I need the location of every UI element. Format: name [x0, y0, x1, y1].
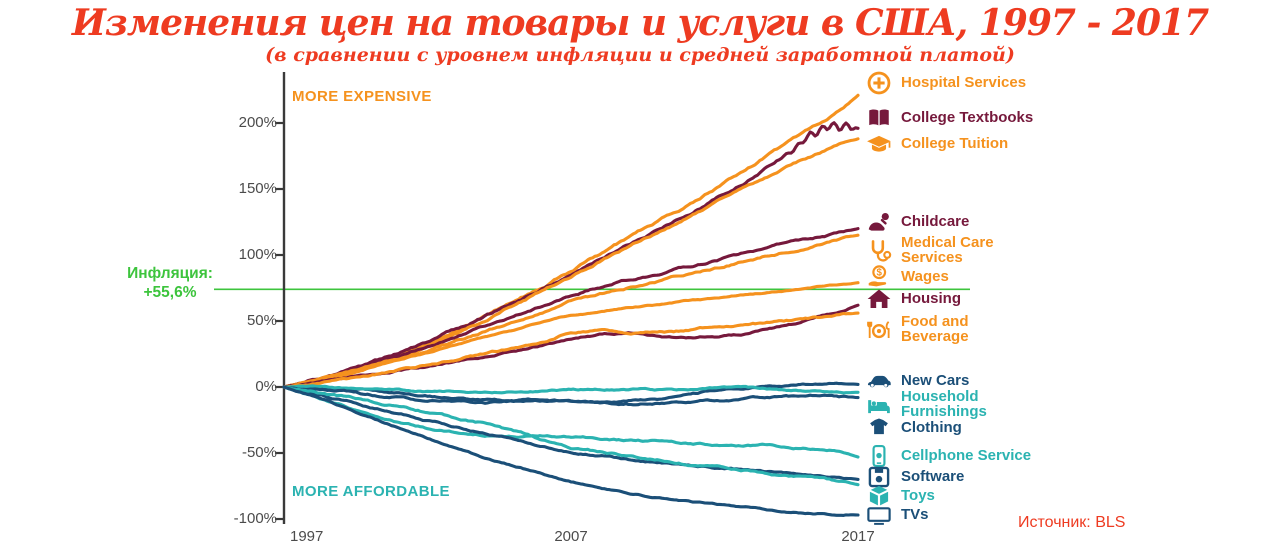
y-tick-label-150-: 150% [238, 180, 277, 197]
legend-item-medical-care-services: Medical Care Services [866, 234, 994, 266]
more-expensive-label: MORE EXPENSIVE [292, 88, 432, 105]
food-icon [866, 317, 892, 343]
tv-icon [866, 502, 892, 528]
series-line-clothing [282, 385, 860, 407]
legend-item-college-textbooks: College Textbooks [866, 105, 1033, 131]
legend-label-household-furnishings: Household Furnishings [901, 388, 987, 420]
chart-title: Изменения цен на товары и услуги в США, … [71, 2, 1209, 44]
legend-item-hospital-services: Hospital Services [866, 70, 1026, 96]
legend-label-childcare: Childcare [901, 212, 970, 230]
legend-item-clothing: Clothing [866, 415, 962, 441]
legend-label-hospital-services: Hospital Services [901, 73, 1027, 91]
legend-item-new-cars: New Cars [866, 368, 969, 394]
inflation-label: Инфляция: [127, 265, 213, 282]
chart-subtitle: (в сравнении с уровнем инфляции и средне… [265, 44, 1015, 66]
y-tick-label-200-: 200% [238, 114, 277, 131]
y-tick-label-0-: 0% [255, 378, 277, 395]
y-tick-label-50-: 50% [246, 312, 277, 329]
legend-item-college-tuition: College Tuition [866, 131, 1008, 157]
bed-icon [866, 392, 892, 418]
legend-label-college-tuition: College Tuition [901, 134, 1009, 152]
y-tick-label--50-: -50% [241, 444, 277, 461]
inflation-annotation: Инфляция: +55,6% [118, 264, 222, 302]
legend-label-cellphone-service: Cellphone Service [901, 446, 1032, 464]
legend-item-household-furnishings: Household Furnishings [866, 388, 987, 420]
series-line-food-and-beverage [282, 311, 860, 389]
coin-hand-icon: $ [866, 264, 892, 290]
stethoscope-icon [866, 238, 892, 264]
cellphone-icon [866, 443, 892, 469]
legend-label-new-cars: New Cars [901, 371, 970, 389]
legend-item-cellphone-service: Cellphone Service [866, 443, 1031, 469]
house-icon [866, 286, 892, 312]
legend-item-housing: Housing [866, 286, 961, 312]
series-line-household-furnishings [282, 384, 860, 395]
legend-item-toys: Toys [866, 483, 935, 509]
legend-item-wages: $ Wages [866, 264, 949, 290]
y-tick-label-100-: 100% [238, 246, 277, 263]
svg-text:$: $ [876, 268, 882, 279]
baby-icon [866, 209, 892, 235]
series-line-hospital-services [282, 93, 860, 389]
legend-label-toys: Toys [901, 486, 935, 504]
legend-label-tvs: TVs [901, 505, 929, 523]
car-icon [866, 368, 892, 394]
more-affordable-label: MORE AFFORDABLE [292, 483, 450, 500]
x-tick-label-1997: 1997 [290, 528, 324, 545]
legend-item-food-and-beverage: Food and Beverage [866, 313, 969, 345]
graduation-cap-icon [866, 131, 892, 157]
series-line-cellphone-service [282, 385, 860, 459]
series-line-wages [282, 281, 860, 389]
source-label: Источник: BLS [1018, 514, 1126, 531]
series-line-college-tuition [282, 137, 860, 389]
x-tick-label-2007: 2007 [554, 528, 588, 545]
x-tick-label-2017: 2017 [841, 528, 875, 545]
legend-label-medical-care-services: Medical Care Services [901, 234, 994, 266]
inflation-value: +55,6% [143, 284, 197, 301]
series-line-tvs [282, 385, 860, 517]
legend-label-food-and-beverage: Food and Beverage [901, 313, 969, 345]
shirt-icon [866, 415, 892, 441]
legend-label-college-textbooks: College Textbooks [901, 108, 1034, 126]
legend-label-clothing: Clothing [901, 418, 962, 436]
legend-item-childcare: Childcare [866, 209, 969, 235]
toy-icon [866, 483, 892, 509]
series-line-childcare [282, 227, 860, 389]
legend-item-tvs: TVs [866, 502, 929, 528]
hospital-icon [866, 70, 892, 96]
legend-label-software: Software [901, 467, 965, 485]
legend-label-housing: Housing [901, 289, 961, 307]
y-tick-label--100-: -100% [233, 510, 277, 527]
series-line-toys [282, 385, 860, 487]
legend-label-wages: Wages [901, 267, 949, 285]
book-icon [866, 105, 892, 131]
